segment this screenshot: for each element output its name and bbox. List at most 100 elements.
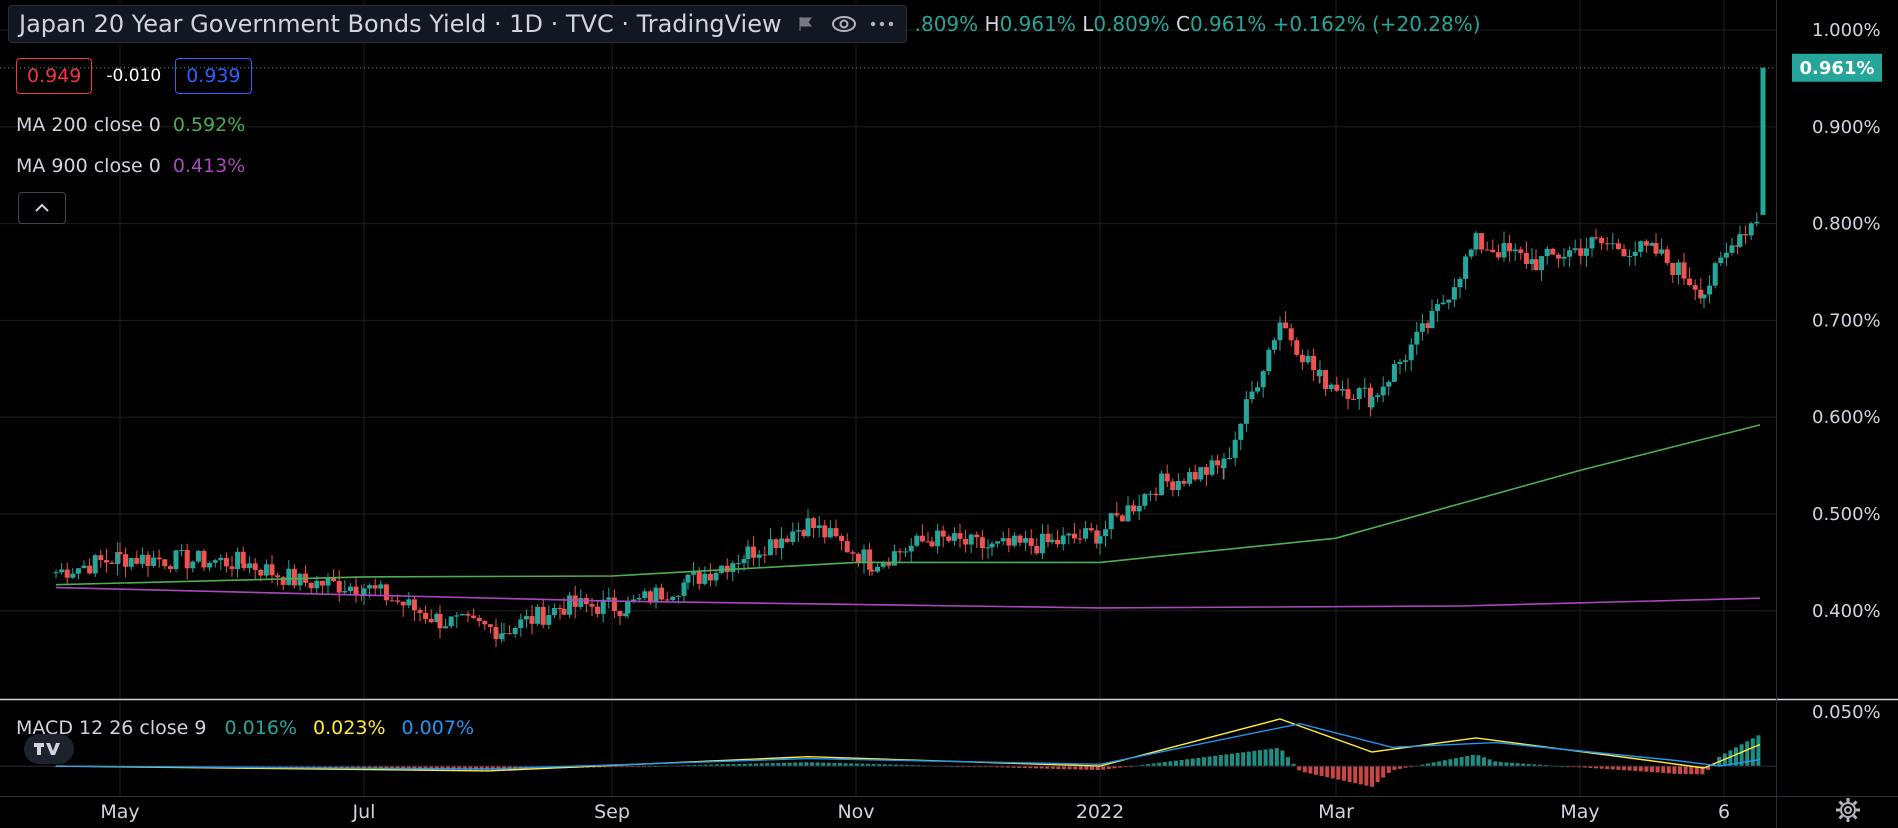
macd-hist-bar — [1017, 766, 1022, 768]
eye-icon[interactable] — [830, 10, 858, 38]
spread-value: -0.010 — [106, 66, 162, 86]
candle-body — [207, 562, 213, 568]
macd-legend[interactable]: MACD 12 26 close 9 0.016% 0.023% 0.007% — [16, 717, 484, 739]
candle-body — [1659, 249, 1665, 254]
candle-body — [642, 591, 648, 599]
macd-hist-bar — [877, 764, 882, 767]
candle-body — [751, 546, 757, 558]
candle-body — [1681, 262, 1687, 279]
y-tick-label: 0.800% — [1812, 214, 1881, 235]
macd-hist-bar — [1246, 751, 1251, 767]
buy-price-button[interactable]: 0.939 — [175, 58, 252, 94]
macd-hist-bar — [1521, 763, 1526, 767]
macd-hist-bar — [1594, 766, 1598, 769]
candle-body — [1479, 233, 1485, 250]
macd-hist-bar — [1756, 735, 1761, 767]
macd-hist-bar — [602, 766, 607, 768]
candle-body — [87, 565, 93, 574]
candle-body — [1529, 259, 1535, 264]
tradingview-logo-icon[interactable] — [24, 734, 74, 764]
macd-hist-bar — [1342, 766, 1346, 781]
macd-hist-bar — [1370, 766, 1374, 787]
candle-body — [1698, 289, 1704, 299]
candle-body — [1512, 249, 1518, 252]
macd-hist-bar — [1616, 766, 1621, 770]
ma900-legend[interactable]: MA 900 close 0 0.413% — [16, 155, 245, 177]
candle-body — [914, 535, 920, 546]
macd-hist-bar — [1230, 753, 1234, 767]
candle-body — [1615, 243, 1621, 250]
candle-body — [1083, 528, 1089, 539]
macd-hist-bar — [1588, 766, 1593, 768]
candle-body — [989, 543, 995, 548]
macd-hist-bar — [1672, 766, 1677, 774]
candle-body — [162, 559, 168, 567]
candle-body — [482, 621, 488, 625]
candle-body — [833, 528, 839, 536]
macd-hist-bar — [754, 763, 758, 767]
candle-body — [1039, 533, 1045, 554]
candle-body — [115, 552, 121, 564]
macd-hist-bar — [1470, 754, 1475, 767]
macd-hist-bar — [1241, 752, 1246, 767]
candle-body — [518, 619, 524, 628]
candle-body — [512, 627, 518, 634]
x-tick-label: Jul — [352, 801, 376, 823]
y-tick-label: 0.700% — [1812, 310, 1881, 331]
candle-body — [1334, 384, 1340, 391]
macd-hist-bar — [597, 766, 602, 768]
candle-body — [454, 615, 460, 617]
collapse-legend-button[interactable] — [18, 192, 66, 224]
candle-body — [762, 554, 768, 556]
y-tick-label: 0.500% — [1812, 504, 1881, 525]
candle-body — [1501, 243, 1507, 258]
settings-gear-icon[interactable] — [1834, 796, 1862, 824]
candle-body — [1249, 391, 1255, 400]
macd-hist-bar — [1314, 766, 1318, 775]
macd-hist-bar — [843, 763, 848, 767]
candle-body — [179, 549, 185, 551]
ma200-legend[interactable]: MA 200 close 0 0.592% — [16, 114, 245, 136]
x-tick-label: May — [100, 801, 139, 823]
macd-hist-bar — [1269, 748, 1274, 767]
macd-hist-bar — [1347, 766, 1352, 782]
candle-body — [1255, 387, 1261, 392]
candle-body — [123, 554, 129, 567]
close-key: C — [1175, 12, 1190, 36]
symbol-title-box[interactable]: Japan 20 Year Government Bonds Yield · 1… — [8, 5, 907, 43]
flag-icon[interactable] — [792, 10, 820, 38]
more-icon[interactable] — [868, 10, 896, 38]
sell-price-button[interactable]: 0.949 — [16, 58, 93, 94]
candle-body — [713, 572, 719, 581]
macd-hist-bar — [1151, 763, 1156, 767]
candle-body — [156, 557, 162, 560]
macd-hist-bar — [474, 766, 478, 770]
candle-body — [493, 626, 499, 640]
macd-hist-bar — [1364, 766, 1369, 786]
macd-hist-bar — [1185, 759, 1190, 767]
ma900-value: 0.413% — [172, 155, 246, 177]
ma900-line — [55, 586, 1761, 609]
macd-hist-bar — [446, 766, 450, 770]
candle-body — [1323, 369, 1329, 389]
change-value: +0.162% (+20.28%) — [1272, 12, 1481, 36]
chart-legend: Japan 20 Year Government Bonds Yield · 1… — [8, 5, 1481, 43]
candle-body — [195, 550, 201, 562]
macd-hist-bar — [765, 763, 770, 767]
macd-hist-bar — [787, 762, 792, 767]
macd-hist-bar — [1745, 741, 1750, 767]
macd-hist-bar — [1510, 762, 1514, 767]
candle-body — [218, 557, 224, 561]
candle-body — [935, 530, 941, 547]
macd-hist-bar — [748, 763, 753, 767]
candle-body — [1754, 221, 1760, 224]
candle-body — [1119, 515, 1125, 522]
candle-body — [240, 551, 246, 564]
candle-body — [1490, 249, 1496, 253]
candle-body — [839, 535, 845, 542]
candle-body — [557, 608, 563, 610]
macd-hist-bar — [1650, 766, 1654, 773]
candle-body — [822, 525, 828, 538]
candle-body — [691, 571, 697, 575]
